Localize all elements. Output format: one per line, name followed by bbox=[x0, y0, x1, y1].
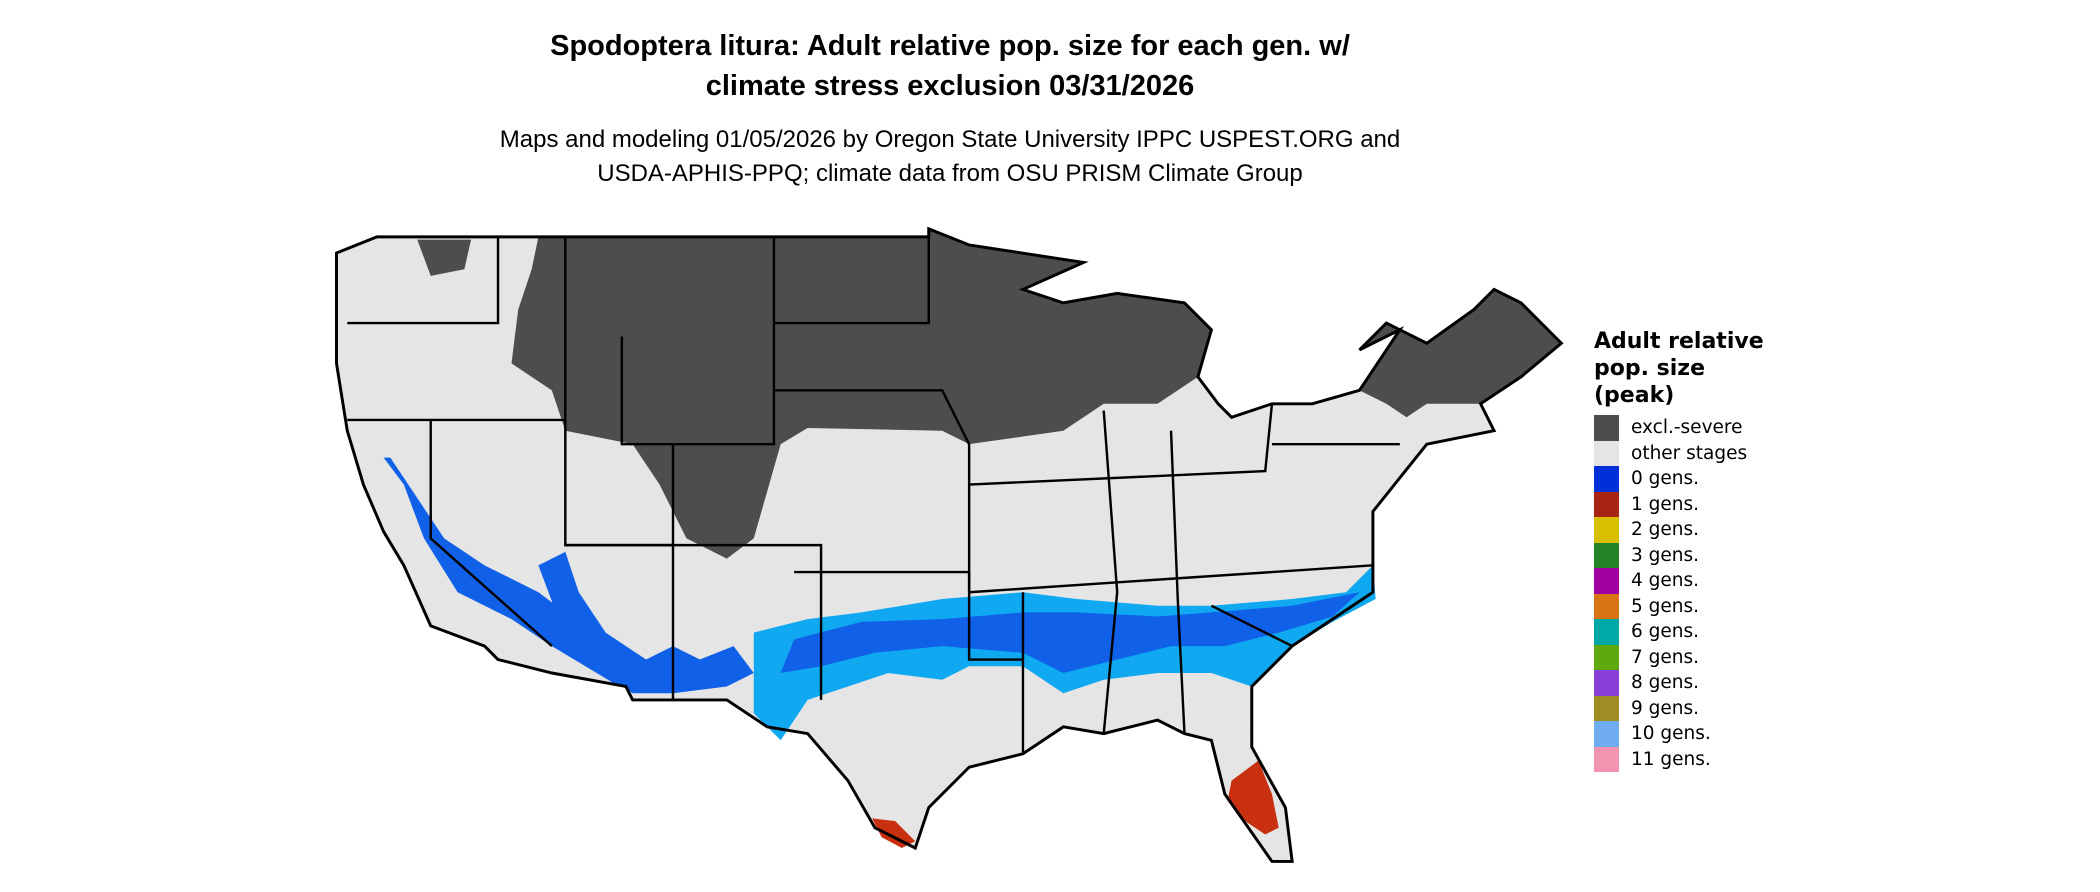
one-gen-south-texas bbox=[872, 818, 916, 848]
legend-label: 2 gens. bbox=[1631, 519, 1700, 541]
map-subtitle-line1: Maps and modeling 01/05/2026 by Oregon S… bbox=[499, 126, 1401, 153]
legend-swatch bbox=[1594, 491, 1619, 517]
legend-items: excl.-severe other stages 0 gens. 1 gens. 2 … bbox=[1594, 415, 1764, 772]
legend-swatch bbox=[1594, 593, 1619, 619]
legend-item: other stages bbox=[1594, 440, 1764, 466]
legend-item: 10 gens. bbox=[1594, 721, 1764, 747]
legend-label: 7 gens. bbox=[1631, 646, 1700, 668]
legend-item: 1 gens. bbox=[1594, 491, 1764, 517]
legend-item: 4 gens. bbox=[1594, 568, 1764, 594]
legend-item: 6 gens. bbox=[1594, 619, 1764, 645]
legend-item: 11 gens. bbox=[1594, 746, 1764, 772]
legend-label: 8 gens. bbox=[1631, 672, 1700, 694]
one-gen-florida bbox=[1227, 760, 1279, 835]
legend-label: 9 gens. bbox=[1631, 697, 1700, 719]
legend-title-line: pop. size bbox=[1594, 356, 1705, 381]
legend-item: 3 gens. bbox=[1594, 542, 1764, 568]
excluded-cascades bbox=[417, 239, 472, 276]
legend-label: 5 gens. bbox=[1631, 595, 1700, 617]
state-borders bbox=[347, 236, 1400, 754]
legend-title-line: (peak) bbox=[1594, 383, 1675, 408]
legend-item: 0 gens. bbox=[1594, 466, 1764, 492]
legend-label: 3 gens. bbox=[1631, 544, 1700, 566]
legend-label: 6 gens. bbox=[1631, 621, 1700, 643]
legend-swatch bbox=[1594, 568, 1619, 594]
legend-item: 8 gens. bbox=[1594, 670, 1764, 696]
legend-swatch bbox=[1594, 466, 1619, 492]
legend-swatch bbox=[1594, 644, 1619, 670]
legend-item: 9 gens. bbox=[1594, 695, 1764, 721]
legend-swatch bbox=[1594, 670, 1619, 696]
legend-swatch bbox=[1594, 721, 1619, 747]
zero-gen-southwest bbox=[538, 551, 754, 694]
legend-item: excl.-severe bbox=[1594, 415, 1764, 441]
legend-label: 4 gens. bbox=[1631, 570, 1700, 592]
legend-item: 5 gens. bbox=[1594, 593, 1764, 619]
legend-swatch bbox=[1594, 517, 1619, 543]
legend-item: 2 gens. bbox=[1594, 517, 1764, 543]
legend-label: 10 gens. bbox=[1631, 723, 1711, 745]
legend-label: excl.-severe bbox=[1631, 417, 1743, 439]
legend-swatch bbox=[1594, 619, 1619, 645]
legend-swatch bbox=[1594, 440, 1619, 466]
map-title-line1: Spodoptera litura: Adult relative pop. s… bbox=[550, 30, 1350, 62]
legend-label: other stages bbox=[1631, 442, 1748, 464]
conus-outline bbox=[335, 226, 1564, 863]
map-legend: Adult relative pop. size (peak) excl.-se… bbox=[1594, 328, 1764, 772]
zero-gen-band-dark bbox=[780, 592, 1360, 673]
legend-label: 1 gens. bbox=[1631, 493, 1700, 515]
legend-swatch bbox=[1594, 415, 1619, 441]
legend-swatch bbox=[1594, 746, 1619, 772]
legend-swatch bbox=[1594, 695, 1619, 721]
excluded-northeast bbox=[1359, 289, 1562, 418]
excluded-north-plains bbox=[511, 228, 1212, 559]
legend-swatch bbox=[1594, 542, 1619, 568]
legend-title-line: Adult relative bbox=[1594, 329, 1764, 354]
map-title-line2: climate stress exclusion 03/31/2026 bbox=[705, 70, 1195, 102]
legend-label: 11 gens. bbox=[1631, 748, 1711, 770]
legend-title: Adult relative pop. size (peak) bbox=[1594, 328, 1764, 409]
legend-label: 0 gens. bbox=[1631, 468, 1700, 490]
legend-item: 7 gens. bbox=[1594, 644, 1764, 670]
map-subtitle-line2: USDA-APHIS-PPQ; climate data from OSU PR… bbox=[597, 160, 1303, 187]
